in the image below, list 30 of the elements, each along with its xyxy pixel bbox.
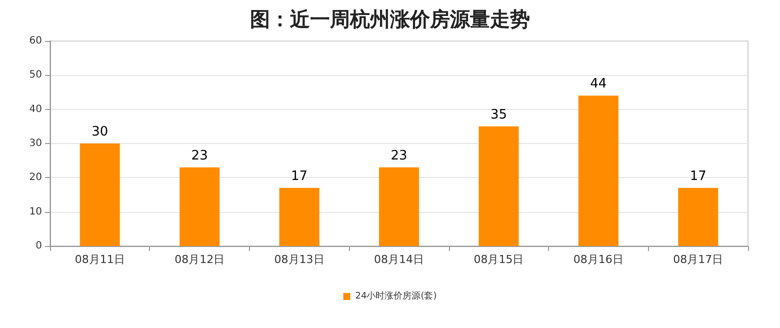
y-tick-label: 60 bbox=[29, 36, 42, 46]
chart-title: 图：近一周杭州涨价房源量走势 bbox=[250, 7, 530, 31]
bar bbox=[180, 167, 220, 246]
legend-label: 24小时涨价房源(套) bbox=[355, 290, 437, 302]
x-tick-label: 08月12日 bbox=[174, 253, 225, 266]
y-tick-label: 10 bbox=[29, 206, 42, 218]
y-tick-label: 30 bbox=[29, 138, 42, 149]
data-label: 35 bbox=[490, 107, 507, 122]
bar bbox=[478, 126, 519, 246]
x-tick-label: 08月11日 bbox=[74, 253, 125, 266]
x-tick-label: 08月16日 bbox=[573, 253, 624, 266]
data-label: 23 bbox=[390, 148, 408, 164]
x-tick-label: 08月13日 bbox=[274, 253, 324, 266]
y-tick-label: 50 bbox=[29, 70, 42, 81]
y-tick-label: 0 bbox=[36, 240, 42, 252]
data-label: 17 bbox=[291, 168, 308, 184]
bar bbox=[80, 144, 120, 246]
bar bbox=[578, 96, 618, 246]
x-tick-label: 08月15日 bbox=[474, 253, 524, 266]
x-tick-label: 08月14日 bbox=[374, 253, 424, 266]
data-label: 44 bbox=[590, 76, 607, 92]
y-tick-label: 40 bbox=[29, 104, 42, 115]
bar bbox=[678, 188, 718, 246]
x-tick-label: 08月17日 bbox=[673, 253, 724, 266]
data-label: 23 bbox=[191, 148, 208, 164]
data-label: 30 bbox=[92, 124, 108, 140]
data-label: 17 bbox=[690, 168, 706, 184]
y-tick-label: 20 bbox=[29, 172, 42, 184]
bar bbox=[379, 167, 419, 246]
bar bbox=[279, 188, 320, 246]
